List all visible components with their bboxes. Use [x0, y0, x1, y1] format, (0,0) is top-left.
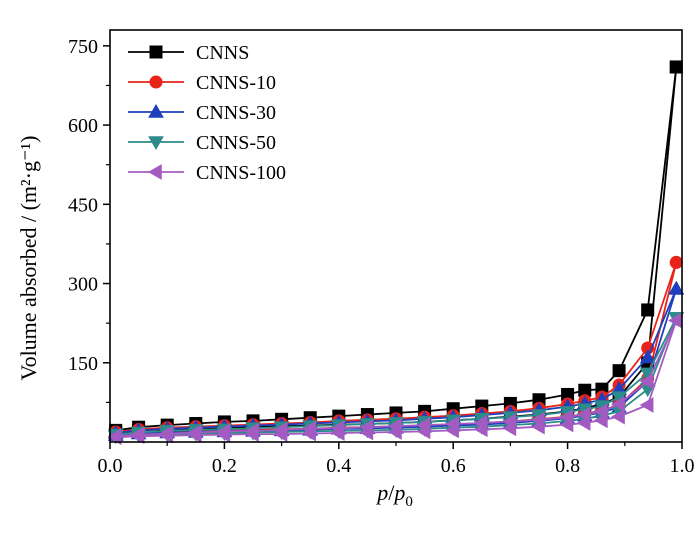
data-point [473, 415, 488, 431]
legend-marker [147, 164, 162, 180]
series-line-desorption [115, 288, 678, 434]
series-line-desorption [115, 262, 678, 433]
data-point [416, 417, 431, 433]
legend-marker [149, 45, 163, 59]
legend-item-cnns-100: CNNS-100 [128, 162, 286, 184]
data-point [502, 413, 517, 430]
axis-ticks: 0.0 0.2 0.4 0.6 0.8 1.0 150 300 450 600 750 [68, 36, 695, 477]
data-point [576, 406, 591, 423]
legend-item-cnns-30: CNNS-30 [128, 102, 276, 124]
y-axis-label-text: Volume absorbed / (m²·g⁻¹) [16, 136, 41, 381]
data-point [130, 426, 145, 443]
legend-label: CNNS-30 [196, 102, 276, 124]
data-point [273, 421, 288, 438]
data-point [559, 409, 574, 426]
x-axis-label: p/p0 [375, 480, 413, 510]
data-point [387, 418, 402, 435]
data-point [244, 423, 259, 439]
series-line-adsorption [115, 320, 678, 439]
data-point [216, 423, 231, 440]
data-point [302, 420, 316, 437]
data-point [639, 349, 656, 364]
data-point [187, 424, 202, 441]
data-point [107, 428, 122, 445]
data-point [612, 364, 626, 378]
data-point [445, 416, 459, 432]
legend-label: CNNS-100 [196, 162, 286, 184]
data-point [159, 425, 173, 442]
legend-item-cnns-10: CNNS-10 [128, 72, 276, 94]
legend-marker [149, 75, 163, 89]
data-point [593, 403, 608, 420]
y-tick-label: 600 [68, 115, 98, 137]
plot-series-layer [107, 60, 685, 446]
x-tick-label: 0.8 [555, 455, 580, 477]
series-line-adsorption [115, 317, 678, 438]
x-tick-label: 1.0 [670, 455, 695, 477]
legend-marker [148, 103, 164, 118]
data-point [359, 419, 374, 436]
x-tick-label: 0.6 [441, 455, 466, 477]
y-tick-label: 300 [68, 274, 98, 296]
y-axis-label: Volume absorbed / (m²·g⁻¹) [16, 136, 41, 381]
data-point [668, 280, 685, 295]
data-point [611, 408, 625, 425]
y-tick-label: 150 [68, 353, 98, 375]
data-point [639, 397, 654, 413]
data-point [639, 373, 654, 390]
legend-label: CNNS-50 [196, 132, 276, 154]
x-tick-label: 0.0 [98, 455, 123, 477]
data-point [669, 60, 683, 74]
legend-item-cnns: CNNS [128, 42, 249, 64]
series-line-desorption [115, 66, 678, 432]
x-tick-label: 0.4 [326, 455, 351, 477]
data-point [611, 396, 625, 412]
data-point [641, 303, 655, 317]
x-tick-label: 0.2 [212, 455, 237, 477]
data-point [669, 255, 683, 269]
legend-marker [148, 136, 164, 151]
legend-label: CNNS-10 [196, 72, 276, 94]
series-line-desorption [115, 320, 678, 438]
legend-item-cnns-50: CNNS-50 [128, 132, 276, 154]
y-tick-label: 750 [68, 36, 98, 58]
legend: CNNS CNNS-10 CNNS-30 CNNS-50 CNNS-100 [128, 42, 286, 184]
legend-label: CNNS [196, 42, 249, 64]
data-point [330, 420, 345, 437]
y-tick-label: 450 [68, 194, 98, 216]
series-cnns-100 [107, 312, 683, 446]
data-point [530, 411, 545, 428]
series-line-desorption [115, 317, 678, 436]
